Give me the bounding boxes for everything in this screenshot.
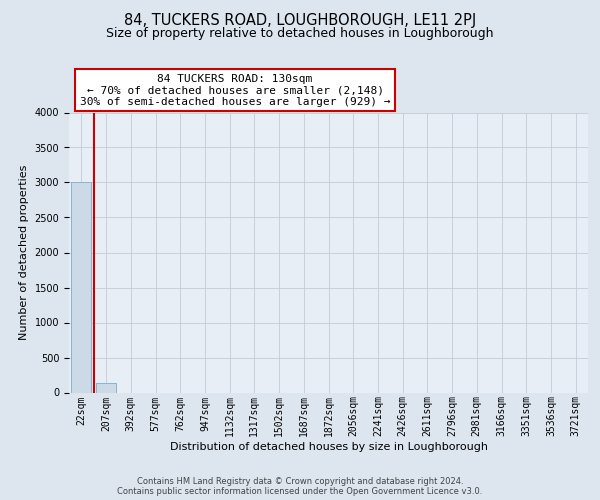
Bar [71, 182, 91, 392]
Text: Contains HM Land Registry data © Crown copyright and database right 2024.: Contains HM Land Registry data © Crown c… [137, 477, 463, 486]
Text: Contains public sector information licensed under the Open Government Licence v3: Contains public sector information licen… [118, 487, 482, 496]
Bar [96, 384, 116, 392]
Text: Size of property relative to detached houses in Loughborough: Size of property relative to detached ho… [106, 28, 494, 40]
Text: 84 TUCKERS ROAD: 130sqm
← 70% of detached houses are smaller (2,148)
30% of semi: 84 TUCKERS ROAD: 130sqm ← 70% of detache… [80, 74, 391, 107]
X-axis label: Distribution of detached houses by size in Loughborough: Distribution of detached houses by size … [170, 442, 487, 452]
Y-axis label: Number of detached properties: Number of detached properties [19, 165, 29, 340]
Text: 84, TUCKERS ROAD, LOUGHBOROUGH, LE11 2PJ: 84, TUCKERS ROAD, LOUGHBOROUGH, LE11 2PJ [124, 12, 476, 28]
